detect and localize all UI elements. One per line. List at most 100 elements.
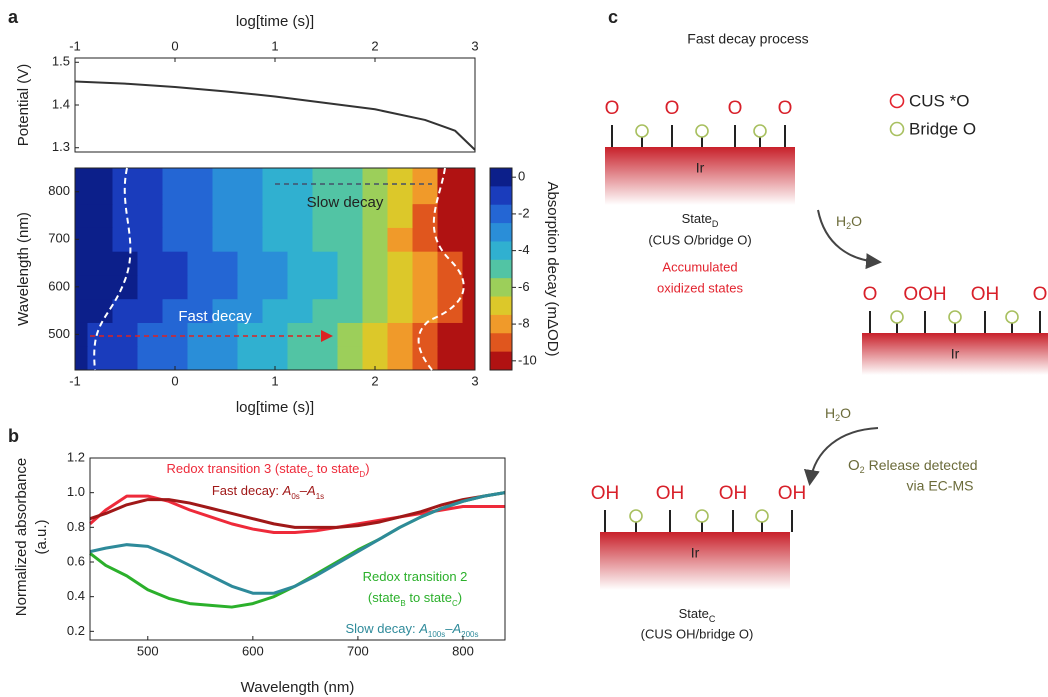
annotation-part: A bbox=[282, 483, 292, 498]
heatmap-cell bbox=[312, 227, 338, 252]
colorbar-swatch bbox=[490, 168, 512, 187]
heatmap-cell bbox=[262, 322, 288, 347]
heatmap-cell bbox=[137, 203, 163, 228]
heatmap-cell bbox=[187, 346, 213, 371]
annotation: Fast decay bbox=[178, 308, 252, 325]
heatmap-cell bbox=[412, 322, 438, 347]
y-axis-label: Wavelength (nm) bbox=[15, 212, 32, 326]
heatmap-cell bbox=[462, 346, 476, 371]
heatmap-cell bbox=[87, 298, 113, 323]
y-tick-label: 0.6 bbox=[67, 553, 85, 568]
adsorbate: O bbox=[665, 98, 680, 119]
heatmap-cell bbox=[312, 203, 338, 228]
colorbar-swatch bbox=[490, 223, 512, 242]
bridge-o bbox=[695, 124, 709, 138]
annotation-part: (state bbox=[368, 590, 401, 605]
reagent-part: O bbox=[840, 405, 851, 421]
y-tick-label: 1.3 bbox=[52, 139, 70, 154]
annotation-part: C bbox=[452, 599, 458, 608]
heatmap-cell bbox=[337, 322, 363, 347]
adsorbate: O bbox=[863, 284, 878, 305]
data-line bbox=[89, 491, 506, 595]
heatmap-cell bbox=[87, 168, 113, 205]
heatmap-cell bbox=[437, 298, 463, 323]
heatmap-cell bbox=[237, 227, 263, 252]
adsorbate: OH bbox=[778, 483, 807, 504]
heatmap-cell bbox=[212, 227, 238, 252]
y-tick-label: 1.4 bbox=[52, 96, 70, 111]
adsorbate: O bbox=[605, 98, 620, 119]
reagent-sub: 2 bbox=[846, 221, 851, 231]
y-tick-label: 800 bbox=[48, 183, 70, 198]
annotation-part: C bbox=[307, 470, 313, 479]
annotation-part: 0s bbox=[291, 492, 299, 501]
annotation-part: Fast decay: bbox=[212, 483, 283, 498]
state-desc: (CUS O/bridge O) bbox=[648, 232, 751, 247]
colorbar-swatch bbox=[490, 241, 512, 261]
colorbar-tick-label: -8 bbox=[518, 316, 530, 331]
heatmap-cell bbox=[312, 168, 338, 205]
heatmap-cell bbox=[212, 203, 238, 228]
colorbar-tick-label: -2 bbox=[518, 205, 530, 220]
heatmap-cell bbox=[87, 274, 113, 300]
x-tick-label: 500 bbox=[137, 643, 159, 658]
x-tick-label: -1 bbox=[69, 373, 81, 388]
x-tick-label: 800 bbox=[452, 643, 474, 658]
bridge-o bbox=[948, 310, 962, 324]
heatmap-cell bbox=[287, 274, 313, 300]
reagent-part: O bbox=[851, 213, 862, 229]
heatmap-cell bbox=[337, 251, 363, 276]
reagent-sub: 2 bbox=[835, 413, 840, 423]
bridge-o bbox=[753, 124, 767, 138]
annotation: Slow decay: A100s–A200s bbox=[346, 621, 479, 638]
heatmap-cell bbox=[112, 346, 138, 371]
state-sub: D bbox=[712, 219, 719, 229]
heatmap-cell bbox=[337, 274, 363, 300]
heatmap-cell bbox=[337, 168, 363, 205]
y-tick-label: 0.2 bbox=[67, 623, 85, 638]
heatmap-cell bbox=[362, 322, 388, 347]
state-name: State bbox=[682, 211, 712, 226]
diagram-title: Fast decay process bbox=[687, 31, 808, 47]
heatmap-cell bbox=[387, 298, 413, 323]
heatmap-cell bbox=[187, 251, 213, 276]
heatmap-cell bbox=[237, 251, 263, 276]
adsorbate: OH bbox=[719, 483, 748, 504]
heatmap-cell bbox=[362, 227, 388, 252]
heatmap-cell bbox=[112, 203, 138, 228]
heatmap-cell bbox=[212, 274, 238, 300]
bridge-o bbox=[635, 124, 649, 138]
heatmap-cell bbox=[75, 168, 88, 205]
heatmap-cell bbox=[312, 274, 338, 300]
release-part: O bbox=[848, 457, 860, 474]
adsorbate: O bbox=[1033, 284, 1048, 305]
colorbar-tick-label: -6 bbox=[518, 279, 530, 294]
bridge-o bbox=[1005, 310, 1019, 324]
panel-label: c bbox=[608, 7, 618, 27]
heatmap-cell bbox=[437, 168, 463, 205]
heatmap-cell bbox=[387, 274, 413, 300]
heatmap-cell bbox=[387, 203, 413, 228]
adsorbate: OH bbox=[591, 483, 620, 504]
electrode bbox=[605, 147, 795, 205]
heatmap-cell bbox=[112, 251, 138, 276]
bridge-o bbox=[629, 509, 643, 523]
heatmap-cell bbox=[437, 346, 463, 371]
reagent-part: H bbox=[825, 405, 835, 421]
heatmap-cell bbox=[162, 322, 188, 347]
heatmap-cell bbox=[312, 298, 338, 323]
state-label: StateD bbox=[682, 211, 719, 229]
x-tick-label: 600 bbox=[242, 643, 264, 658]
heatmap-cell bbox=[437, 274, 463, 300]
colorbar-swatch bbox=[490, 259, 512, 279]
heatmap-cell bbox=[262, 251, 288, 276]
heatmap-cell bbox=[362, 203, 388, 228]
heatmap-cell bbox=[212, 168, 238, 205]
heatmap-cell bbox=[387, 251, 413, 276]
heatmap-cell bbox=[237, 168, 263, 205]
y-tick-label: 1.0 bbox=[67, 484, 85, 499]
heatmap-cell bbox=[362, 274, 388, 300]
heatmap-cell bbox=[212, 322, 238, 347]
colorbar-swatch bbox=[490, 204, 512, 224]
